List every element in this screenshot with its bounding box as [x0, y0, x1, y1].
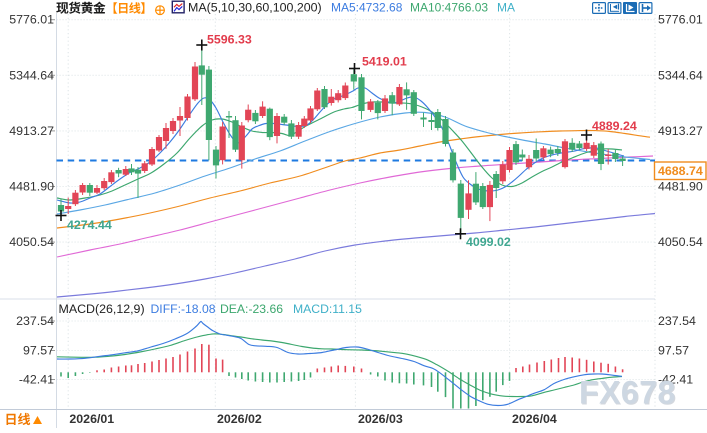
svg-text:2026/03: 2026/03 — [358, 412, 403, 426]
svg-text:2026/02: 2026/02 — [217, 412, 262, 426]
svg-text:4913.27: 4913.27 — [9, 124, 54, 138]
svg-text:DEA:-23.66: DEA:-23.66 — [220, 302, 283, 316]
svg-text:MA: MA — [497, 1, 515, 15]
svg-text:4274.44: 4274.44 — [67, 218, 112, 232]
svg-text:MA5:4732.68: MA5:4732.68 — [331, 1, 403, 15]
svg-text:97.57: 97.57 — [658, 344, 689, 358]
svg-text:5344.64: 5344.64 — [658, 68, 703, 82]
svg-text:-42.41: -42.41 — [658, 373, 693, 387]
svg-text:5596.33: 5596.33 — [207, 33, 252, 47]
svg-text:5419.01: 5419.01 — [362, 55, 407, 69]
svg-text:MA10:4766.03: MA10:4766.03 — [410, 1, 488, 15]
svg-text:97.57: 97.57 — [23, 344, 54, 358]
svg-text:4913.27: 4913.27 — [658, 124, 703, 138]
svg-text:FX678: FX678 — [579, 375, 676, 411]
svg-text:237.54: 237.54 — [16, 314, 54, 328]
svg-text:FX678: FX678 — [580, 376, 677, 412]
svg-text:4481.90: 4481.90 — [658, 180, 703, 194]
svg-text:4688.74: 4688.74 — [658, 164, 703, 178]
svg-text:2026/01: 2026/01 — [69, 412, 114, 426]
svg-text:4050.54: 4050.54 — [9, 235, 54, 249]
svg-text:MACD:11.15: MACD:11.15 — [293, 302, 362, 316]
svg-text:4050.54: 4050.54 — [658, 235, 703, 249]
svg-text:5776.01: 5776.01 — [9, 13, 54, 27]
svg-text:5776.01: 5776.01 — [658, 13, 703, 27]
svg-text:4889.24: 4889.24 — [592, 119, 637, 133]
svg-text:237.54: 237.54 — [658, 314, 696, 328]
svg-text:4481.90: 4481.90 — [9, 180, 54, 194]
svg-text:MA(5,10,30,60,100,200): MA(5,10,30,60,100,200) — [188, 1, 322, 15]
svg-text:5344.64: 5344.64 — [9, 68, 54, 82]
svg-text:DIFF:-18.08: DIFF:-18.08 — [151, 302, 216, 316]
svg-text:MACD(26,12,9): MACD(26,12,9) — [59, 302, 145, 316]
svg-text:4099.02: 4099.02 — [466, 235, 511, 249]
svg-text:-42.41: -42.41 — [19, 373, 54, 387]
svg-text:2026/04: 2026/04 — [512, 412, 557, 426]
